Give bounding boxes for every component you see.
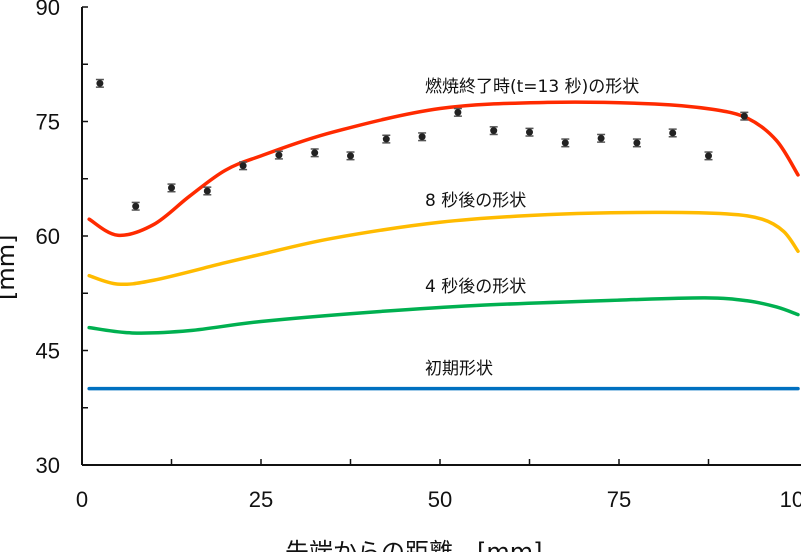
y-tick-label: 90 bbox=[36, 0, 60, 20]
series-line-1 bbox=[87, 210, 800, 287]
point-marker bbox=[382, 135, 390, 143]
series-label-8s: 8 秒後の形状 bbox=[425, 191, 526, 211]
point-marker bbox=[132, 202, 140, 210]
series-labels: 燃焼終了時(t=13 秒)の形状 8 秒後の形状 4 秒後の形状 初期形状 bbox=[425, 77, 639, 379]
point-marker bbox=[168, 184, 175, 192]
data-point bbox=[167, 183, 176, 193]
data-point bbox=[131, 201, 140, 211]
x-tick-label: 75 bbox=[607, 487, 631, 512]
point-marker bbox=[633, 139, 641, 147]
data-point bbox=[489, 126, 498, 136]
data-point bbox=[632, 138, 641, 148]
point-marker bbox=[669, 129, 677, 137]
point-marker bbox=[454, 108, 462, 116]
data-point bbox=[310, 148, 319, 158]
data-point bbox=[274, 150, 283, 160]
y-tick-label: 30 bbox=[36, 453, 60, 478]
data-point bbox=[704, 151, 713, 161]
y-tick-label: 60 bbox=[36, 224, 60, 249]
point-marker bbox=[275, 151, 283, 159]
y-axis-label: [mm] bbox=[0, 235, 20, 300]
data-point bbox=[346, 151, 355, 161]
point-marker bbox=[597, 134, 605, 142]
x-tick-label: 25 bbox=[249, 487, 273, 512]
data-point bbox=[740, 111, 749, 121]
data-point bbox=[418, 132, 427, 142]
point-marker bbox=[705, 152, 712, 160]
data-points bbox=[95, 78, 749, 211]
axes: 30 45 60 75 90 0 25 50 75 100 bbox=[36, 0, 801, 512]
point-marker bbox=[347, 152, 354, 160]
data-point bbox=[561, 138, 570, 148]
series-line-2 bbox=[87, 296, 800, 335]
point-marker bbox=[561, 139, 569, 147]
data-point bbox=[597, 133, 606, 143]
data-point bbox=[668, 128, 677, 138]
data-point bbox=[95, 78, 104, 88]
x-axis-label: 先端からの距離 [mm] bbox=[285, 538, 542, 552]
series-label-initial: 初期形状 bbox=[425, 359, 493, 379]
data-point bbox=[203, 186, 212, 196]
series-label-4s: 4 秒後の形状 bbox=[425, 277, 526, 297]
point-marker bbox=[203, 187, 211, 195]
y-tick-label: 75 bbox=[36, 110, 60, 135]
point-marker bbox=[526, 128, 533, 136]
x-tick-label: 0 bbox=[76, 487, 88, 512]
series-line-0 bbox=[87, 100, 800, 238]
x-tick-label: 50 bbox=[428, 487, 452, 512]
point-marker bbox=[490, 127, 498, 135]
series-label-final: 燃焼終了時(t=13 秒)の形状 bbox=[425, 77, 639, 97]
point-marker bbox=[740, 112, 748, 120]
point-marker bbox=[239, 162, 247, 170]
point-marker bbox=[418, 133, 426, 141]
y-tick-label: 45 bbox=[36, 339, 60, 364]
data-point bbox=[525, 127, 534, 137]
series-lines bbox=[87, 100, 800, 391]
x-tick-label: 100 bbox=[780, 487, 801, 512]
data-point bbox=[453, 107, 462, 117]
data-point bbox=[239, 161, 248, 171]
point-marker bbox=[96, 79, 104, 87]
data-point bbox=[382, 134, 391, 144]
point-marker bbox=[311, 149, 319, 157]
